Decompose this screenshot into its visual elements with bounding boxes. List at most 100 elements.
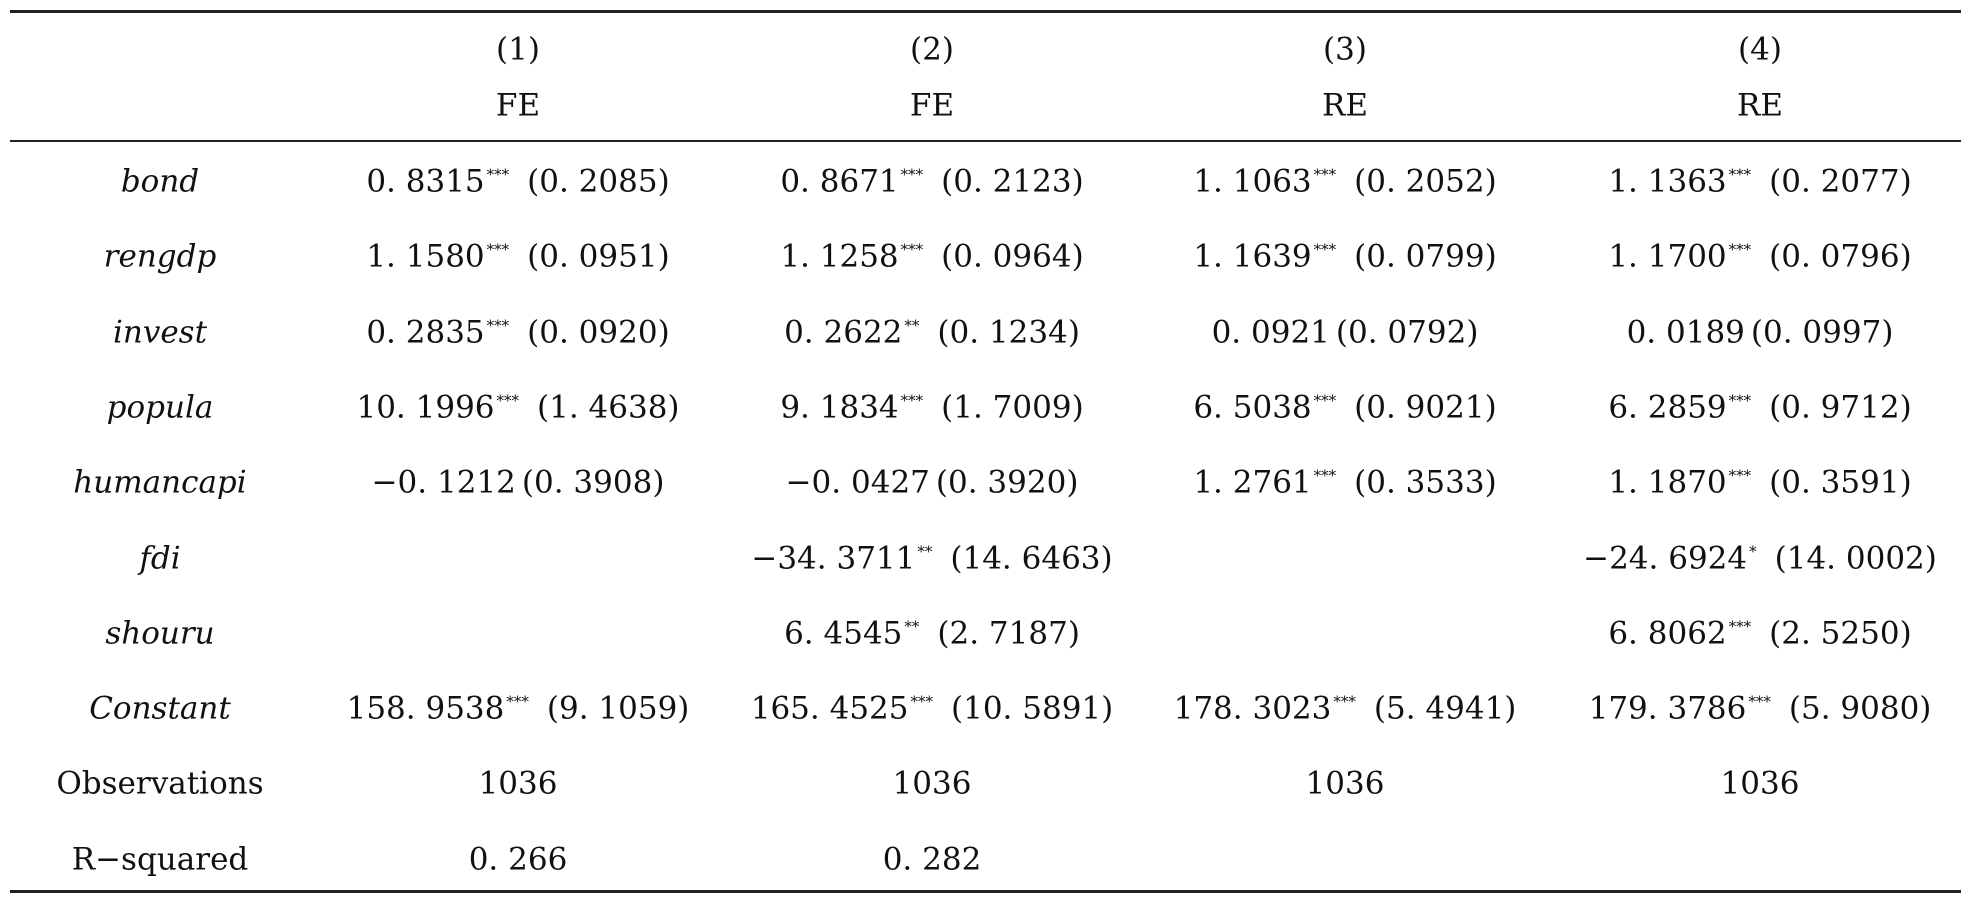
standard-error: (2. 5250) bbox=[1769, 615, 1912, 652]
significance-stars: *** bbox=[900, 391, 924, 410]
table-cell: 1. 2761 *** (0. 3533) bbox=[1193, 464, 1497, 501]
bottom-rule bbox=[10, 890, 1961, 893]
significance-stars: *** bbox=[486, 316, 510, 335]
standard-error: (5. 9080) bbox=[1788, 690, 1932, 727]
row-label: popula bbox=[106, 389, 214, 426]
standard-error: (0. 3920) bbox=[935, 464, 1079, 501]
standard-error: (1. 4638) bbox=[537, 389, 680, 426]
column-number: (1) bbox=[496, 31, 540, 68]
row-label: Observations bbox=[56, 765, 264, 802]
table-cell: 165. 4525 *** (10. 5891) bbox=[750, 690, 1114, 727]
standard-error: (0. 3591) bbox=[1769, 464, 1912, 501]
standard-error: (0. 2052) bbox=[1354, 163, 1497, 200]
row-label: fdi bbox=[139, 540, 181, 576]
coefficient: 1036 bbox=[1305, 765, 1385, 802]
standard-error: (10. 5891) bbox=[951, 690, 1114, 727]
standard-error: (0. 2077) bbox=[1769, 163, 1912, 200]
coefficient: 179. 3786 bbox=[1588, 690, 1747, 727]
table-cell: 1036 bbox=[478, 765, 558, 802]
coefficient: 158. 9538 bbox=[346, 690, 505, 727]
column-method: RE bbox=[1737, 87, 1783, 124]
table-cell: 0. 8671 *** (0. 2123) bbox=[780, 163, 1084, 200]
coefficient: 1. 1639 bbox=[1193, 238, 1312, 275]
column-method: FE bbox=[909, 87, 955, 124]
significance-stars: *** bbox=[900, 240, 924, 259]
coefficient: 0. 8671 bbox=[780, 163, 899, 200]
coefficient: 1036 bbox=[892, 765, 972, 802]
coefficient: 1036 bbox=[1720, 765, 1800, 802]
table-cell: 1. 1700 *** (0. 0796) bbox=[1608, 238, 1912, 275]
column-method: FE bbox=[495, 87, 541, 124]
standard-error: (0. 9021) bbox=[1354, 389, 1497, 426]
coefficient: 6. 2859 bbox=[1608, 389, 1727, 426]
table-cell: 178. 3023 *** (5. 4941) bbox=[1174, 693, 1517, 725]
coefficient: 1. 1580 bbox=[366, 238, 485, 275]
standard-error: (0. 3908) bbox=[521, 464, 665, 501]
table-cell: 0. 266 bbox=[469, 844, 568, 875]
coefficient: 1036 bbox=[478, 765, 558, 802]
coefficient: 6. 4545 bbox=[784, 615, 903, 652]
standard-error: (0. 2123) bbox=[941, 163, 1084, 200]
table-cell: 6. 5038 *** (0. 9021) bbox=[1193, 392, 1496, 423]
coefficient: 10. 1996 bbox=[356, 389, 495, 426]
significance-stars: *** bbox=[1728, 165, 1752, 184]
coefficient: −0. 0427 bbox=[785, 464, 930, 501]
header-rule bbox=[10, 140, 1961, 142]
significance-stars: *** bbox=[1728, 466, 1752, 485]
coefficient: −0. 1212 bbox=[371, 464, 516, 501]
significance-stars: *** bbox=[1313, 165, 1337, 184]
significance-stars: ** bbox=[917, 542, 933, 560]
standard-error: (14. 0002) bbox=[1774, 540, 1937, 576]
table-cell: 6. 2859 *** (0. 9712) bbox=[1608, 392, 1911, 423]
table-cell: 0. 0921 (0. 0792) bbox=[1212, 317, 1479, 348]
table-cell: 1. 1258 *** (0. 0964) bbox=[780, 240, 1083, 273]
table-cell: 0. 8315 *** (0. 2085) bbox=[366, 163, 670, 200]
standard-error: (0. 0792) bbox=[1335, 314, 1479, 351]
significance-stars: ** bbox=[904, 316, 920, 335]
table-cell: 6. 4545 ** (2. 7187) bbox=[784, 618, 1080, 649]
standard-error: (2. 7187) bbox=[937, 615, 1080, 652]
table-cell: 0. 0189 (0. 0997) bbox=[1627, 317, 1894, 348]
table-cell: 179. 3786 *** (5. 9080) bbox=[1588, 690, 1932, 727]
table-cell: 9. 1834 *** (1. 7009) bbox=[780, 392, 1083, 423]
coefficient: 0. 2622 bbox=[784, 314, 903, 351]
column-number: (3) bbox=[1323, 31, 1367, 68]
table-cell: 0. 2835 *** (0. 0920) bbox=[366, 317, 669, 348]
table-cell: 1036 bbox=[1720, 765, 1800, 802]
significance-stars: *** bbox=[910, 692, 934, 711]
significance-stars: *** bbox=[1728, 240, 1752, 259]
significance-stars: *** bbox=[486, 165, 510, 184]
table-cell: −24. 6924 * (14. 0002) bbox=[1583, 543, 1937, 574]
significance-stars: *** bbox=[506, 692, 529, 711]
significance-stars: *** bbox=[1728, 391, 1752, 410]
table-cell: 0. 2622 ** (0. 1234) bbox=[784, 317, 1080, 348]
column-number: (2) bbox=[910, 31, 954, 68]
coefficient: 6. 5038 bbox=[1193, 389, 1312, 426]
significance-stars: *** bbox=[1728, 617, 1752, 636]
row-label: invest bbox=[112, 314, 208, 351]
table-cell: −0. 1212 (0. 3908) bbox=[371, 464, 665, 501]
significance-stars: *** bbox=[486, 240, 510, 259]
coefficient: −34. 3711 bbox=[751, 540, 916, 576]
coefficient: 165. 4525 bbox=[750, 690, 909, 727]
top-rule bbox=[10, 10, 1961, 13]
coefficient: 0. 2835 bbox=[366, 314, 485, 351]
significance-stars: ** bbox=[904, 617, 920, 636]
table-cell: 6. 8062 *** (2. 5250) bbox=[1608, 618, 1911, 649]
row-label: shouru bbox=[105, 615, 215, 652]
standard-error: (0. 2085) bbox=[527, 163, 670, 200]
column-number: (4) bbox=[1738, 31, 1782, 68]
coefficient: 1. 1363 bbox=[1608, 163, 1727, 200]
table-cell: 1. 1363 *** (0. 2077) bbox=[1608, 163, 1912, 200]
standard-error: (0. 1234) bbox=[937, 314, 1080, 351]
coefficient: 0. 266 bbox=[468, 841, 568, 878]
standard-error: (0. 0796) bbox=[1769, 238, 1912, 275]
coefficient: 1. 1063 bbox=[1193, 163, 1312, 200]
standard-error: (0. 3533) bbox=[1354, 464, 1497, 501]
table-cell: 0. 282 bbox=[883, 844, 982, 875]
standard-error: (14. 6463) bbox=[950, 540, 1113, 576]
coefficient: 1. 1700 bbox=[1608, 238, 1727, 275]
table-cell: 1. 1639 *** (0. 0799) bbox=[1193, 238, 1496, 275]
standard-error: (0. 0920) bbox=[527, 314, 670, 351]
row-label: bond bbox=[120, 163, 200, 200]
